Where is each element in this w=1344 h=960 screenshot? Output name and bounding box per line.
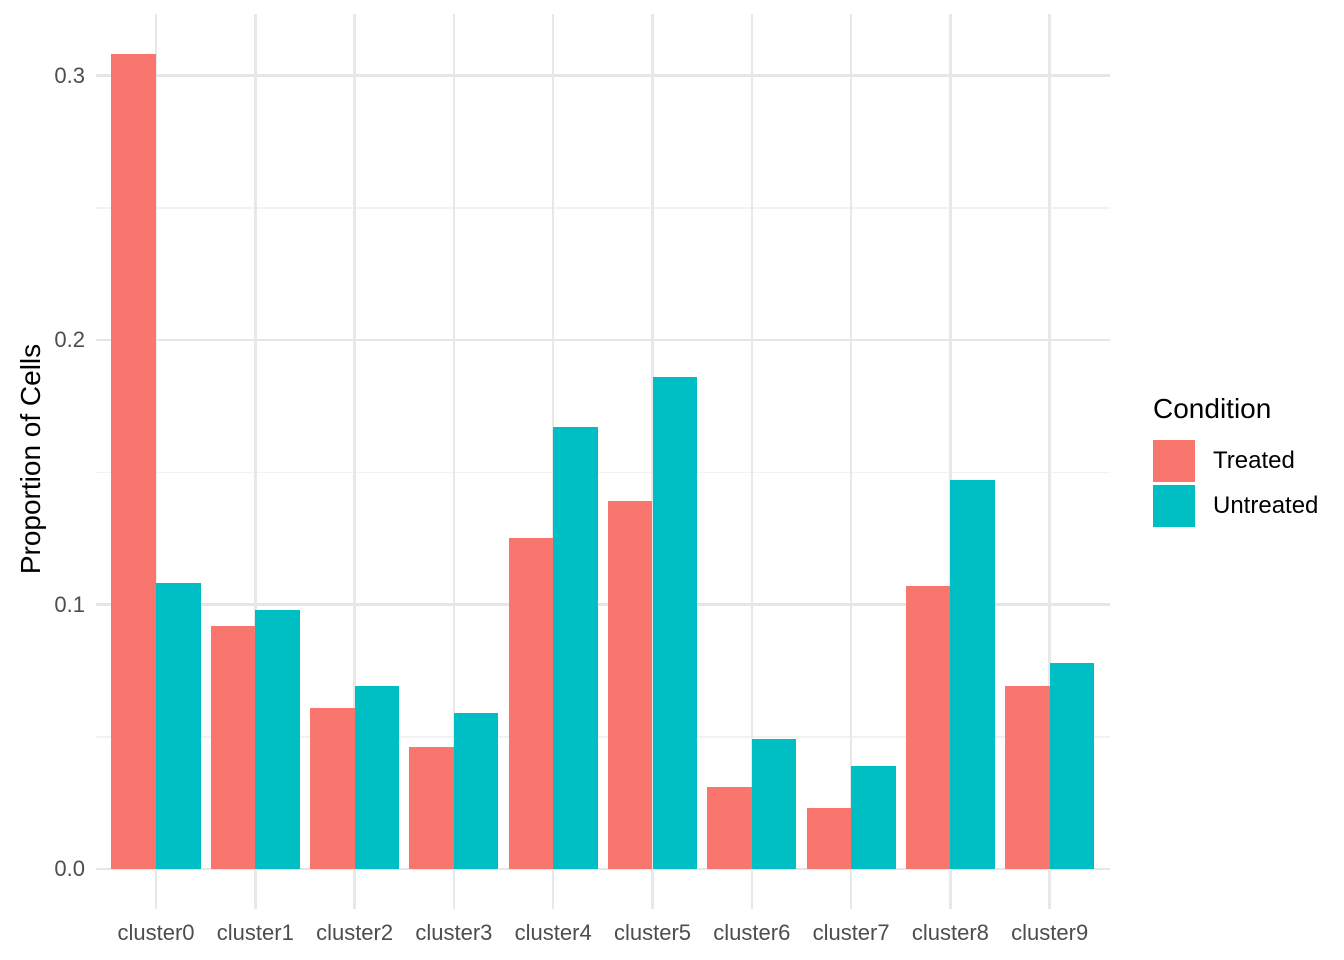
bar-cluster4-treated: [508, 538, 554, 869]
gridline-y-0.2: [96, 338, 1110, 342]
bar-cluster5-untreated: [652, 377, 698, 869]
bar-cluster0-treated: [111, 54, 156, 869]
bar-cluster5-treated: [607, 501, 653, 869]
gridline-x-cluster9: [1048, 14, 1051, 909]
legend-swatch-untreated-icon: [1153, 484, 1195, 527]
legend-item-untreated: Untreated: [1153, 484, 1318, 527]
gridline-y-0.1: [96, 603, 1110, 606]
legend-item-label: Treated: [1213, 446, 1295, 474]
gridline-x-cluster6: [750, 14, 754, 909]
bar-cluster9-treated: [1005, 686, 1050, 869]
bar-cluster3-treated: [409, 747, 454, 869]
bar-cluster8-treated: [905, 585, 951, 869]
gridline-x-cluster2: [353, 14, 356, 909]
legend-swatch-treated-icon: [1153, 439, 1195, 482]
bar-cluster2-treated: [310, 707, 355, 869]
legend: Condition Treated Untreated: [1153, 392, 1318, 529]
gridline-y-minor-0.05: [96, 736, 1110, 738]
x-tick-label-cluster1: cluster1: [216, 920, 294, 945]
bar-cluster3-untreated: [453, 712, 499, 869]
bar-cluster2-untreated: [354, 686, 400, 869]
gridline-y-minor-0.15: [96, 471, 1110, 473]
gridline-x-cluster3: [452, 14, 456, 909]
y-tick-label: 0.2: [54, 327, 85, 352]
gridline-x-cluster1: [254, 14, 257, 909]
x-tick-label-cluster9: cluster9: [1011, 920, 1089, 945]
bar-cluster1-untreated: [255, 609, 300, 869]
x-tick-label-cluster3: cluster3: [415, 920, 493, 945]
legend-item-label: Untreated: [1213, 491, 1319, 519]
bar-cluster4-untreated: [553, 427, 598, 869]
legend-title: Condition: [1153, 393, 1272, 424]
x-tick-label-cluster0: cluster0: [117, 920, 195, 945]
bar-cluster1-treated: [210, 625, 256, 869]
gridline-y-minor-0.25: [96, 207, 1110, 209]
bar-cluster0-untreated: [156, 583, 201, 869]
gridline-x-cluster0: [154, 14, 158, 909]
gridline-y-0: [96, 867, 1110, 871]
legend-item-treated: Treated: [1153, 439, 1318, 482]
gridline-y-0.3: [96, 74, 1110, 77]
y-tick-label: 0.0: [54, 856, 85, 881]
x-tick-label-cluster2: cluster2: [316, 920, 394, 945]
y-tick-label: 0.1: [54, 591, 85, 617]
x-tick-label-cluster4: cluster4: [514, 920, 592, 945]
x-tick-label-cluster6: cluster6: [713, 920, 791, 945]
gridline-x-cluster7: [849, 14, 853, 909]
y-tick-label: 0.3: [54, 62, 85, 88]
bar-cluster6-treated: [707, 787, 752, 869]
bar-cluster6-untreated: [751, 739, 797, 869]
x-tick-label-cluster5: cluster5: [613, 920, 692, 945]
gridline-x-cluster8: [949, 14, 952, 909]
y-axis-title: Proportion of Cells: [15, 343, 46, 575]
bar-cluster7-treated: [806, 808, 852, 869]
bar-cluster8-untreated: [950, 480, 995, 869]
bar-cluster7-untreated: [851, 765, 896, 869]
x-tick-label-cluster7: cluster7: [812, 920, 890, 945]
x-tick-label-cluster8: cluster8: [911, 920, 989, 945]
bar-cluster9-untreated: [1049, 662, 1095, 869]
